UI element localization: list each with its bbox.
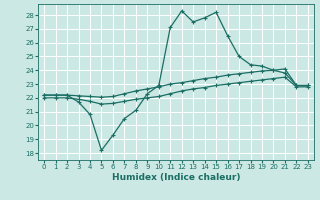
- X-axis label: Humidex (Indice chaleur): Humidex (Indice chaleur): [112, 173, 240, 182]
